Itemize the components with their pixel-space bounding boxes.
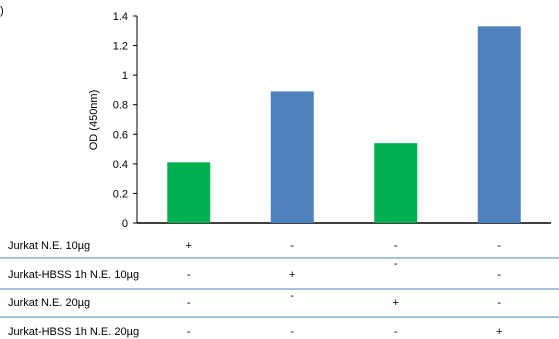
- condition-row-label: Jurkat-HBSS 1h N.E. 20µg: [8, 326, 139, 338]
- condition-row-label: Jurkat N.E. 20µg: [8, 297, 90, 309]
- condition-table: Jurkat N.E. 10µg + - - - Jurkat-HBSS 1h N.E. …: [0, 240, 559, 338]
- bar-4: [477, 26, 521, 223]
- y-tick-label: 0.2: [113, 188, 128, 200]
- bars: [167, 26, 521, 224]
- panel-label-fragment: ): [0, 5, 4, 17]
- y-tick-label: 1.4: [113, 11, 128, 23]
- minus-sign: -: [497, 269, 501, 281]
- y-tick-label: 1.2: [113, 41, 128, 53]
- y-tick-label: 0.6: [113, 129, 128, 141]
- minus-sign: -: [187, 297, 191, 309]
- minus-sign: -: [290, 290, 294, 302]
- plus-sign: +: [186, 240, 192, 252]
- minus-sign: -: [187, 326, 191, 338]
- bar-3: [374, 143, 418, 223]
- plus-sign: +: [496, 326, 502, 338]
- plus-sign: +: [289, 269, 295, 281]
- bar-2: [270, 91, 314, 224]
- minus-sign: -: [497, 297, 501, 309]
- minus-sign: -: [394, 326, 398, 338]
- minus-sign: -: [394, 258, 398, 270]
- minus-sign: -: [290, 326, 294, 338]
- y-tick-label: 0.8: [113, 100, 128, 112]
- condition-row-label: Jurkat N.E. 10µg: [8, 240, 90, 252]
- y-axis-ticks: 0 0.2 0.4 0.6 0.8 1 1.2 1.4: [113, 11, 137, 230]
- minus-sign: -: [290, 240, 294, 252]
- condition-row-label: Jurkat-HBSS 1h N.E. 10µg: [8, 269, 139, 281]
- y-tick-label: 0.4: [113, 159, 128, 171]
- minus-sign: -: [497, 240, 501, 252]
- plus-sign: +: [393, 297, 399, 309]
- minus-sign: -: [187, 269, 191, 281]
- bar-1: [167, 162, 211, 223]
- y-axis-title: OD (450nm): [88, 90, 100, 151]
- minus-sign: -: [394, 240, 398, 252]
- y-tick-label: 0: [122, 218, 128, 230]
- y-tick-label: 1: [122, 70, 128, 82]
